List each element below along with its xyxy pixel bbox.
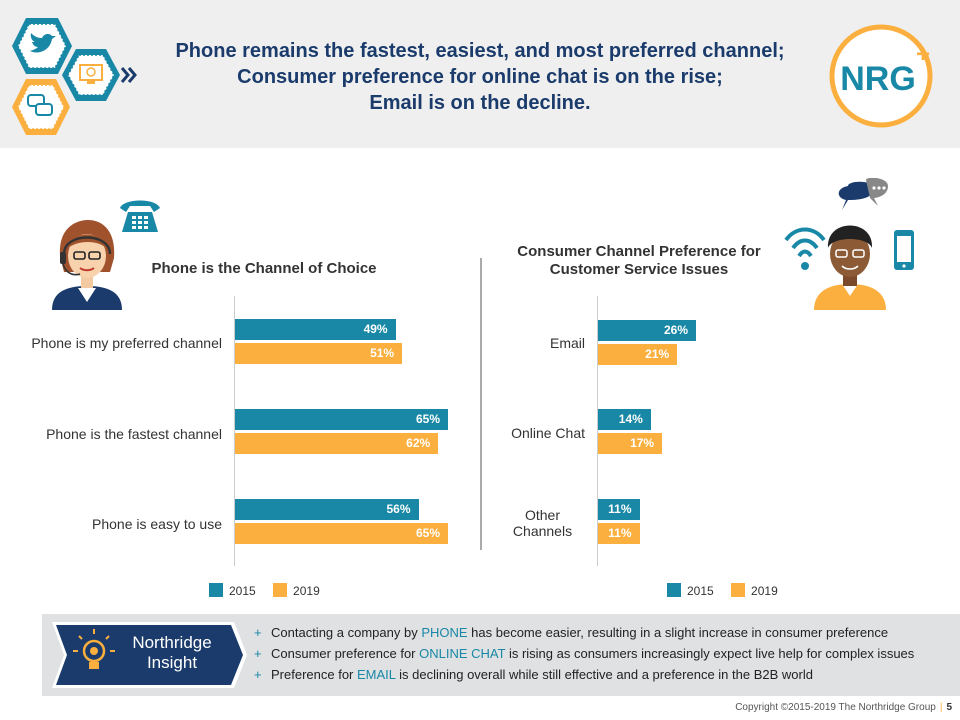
logo-text: NRG [840,60,916,98]
chart-1-bar-2019: 65% [235,523,448,544]
footer-separator: | [939,702,943,713]
logo-plus: + [916,41,930,68]
chart-1-bar-2015: 65% [235,409,448,430]
chart-2-category-label-line: Email [549,335,585,351]
plus-icon: + [254,625,262,640]
legend-item-2019: 2019 [273,583,320,598]
insight-item: + Preference for EMAIL is declining overa… [254,664,954,685]
social-channels-graphic [12,18,137,135]
chart-2-bar-2019: 11% [598,523,640,544]
chart-divider [480,258,482,550]
wifi-icon [784,227,826,270]
nrg-logo: NRG + [829,24,933,128]
double-chevron-right-icon [120,67,137,83]
insight-label-line-1: Northridge [132,633,212,652]
headline: Phone remains the fastest, easiest, and … [150,38,810,116]
chart-2-category-label: Other Channels [480,507,585,539]
chart-2-bar-2015: 14% [598,409,651,430]
woman-headset-avatar [52,220,122,310]
chart-2-axis [597,296,598,566]
legend-swatch-2019 [273,583,288,597]
insight-text: Contacting a company by [271,625,422,640]
insight-highlight: ONLINE CHAT [419,646,506,661]
insight-text: is rising as consumers increasingly expe… [505,646,915,661]
chart-2-category-label: Email [480,335,585,351]
legend-label-2019: 2019 [293,584,320,598]
headline-line-1: Phone remains the fastest, easiest, and … [175,40,785,62]
chart-1-legend: 2015 2019 [209,583,334,598]
insight-highlight: EMAIL [357,667,396,682]
plus-icon: + [254,646,262,661]
chart-1-bar-2015: 49% [235,319,396,340]
chart-2-category-label: Online Chat [480,425,585,441]
insight-label-line-2: Insight [146,653,198,672]
header-band [0,0,960,148]
legend-item-2019: 2019 [731,583,778,598]
chart-1-bar-2019: 62% [235,433,439,454]
insight-list: + Contacting a company by PHONE has becom… [254,622,954,685]
legend-label-2015: 2015 [229,584,256,598]
chart-2-title-line-1: Consumer Channel Preference for [517,243,761,260]
chart-1-title: Phone is the Channel of Choice [151,260,377,277]
chart-1-bar-2015: 56% [235,499,419,520]
chart-2-bar-2019: 17% [598,433,663,454]
legend-swatch-2015 [667,583,681,597]
insight-text: is declining overall while still effecti… [395,667,813,682]
insight-highlight: PHONE [421,625,468,640]
lightbulb-icon [73,629,115,669]
insight-text: has become easier, resulting in a slight… [467,625,889,640]
chart-1-category-label: Phone is easy to use [92,516,222,532]
chart-2-bar-2015: 11% [598,499,640,520]
legend-label-2019: 2019 [751,584,778,598]
chart-2-bar-2019: 21% [598,344,678,365]
smartphone-icon [894,230,914,270]
chart-2-title: Consumer Channel Preference for Customer… [504,243,774,279]
speech-bubbles-icon [838,178,888,210]
chart-1-category-label: Phone is my preferred channel [31,335,222,351]
computer-icon [62,49,120,101]
page-number: 5 [946,702,952,713]
chart-2-title-line-2: Customer Service Issues [549,261,729,278]
legend-swatch-2015 [209,583,223,597]
chart-1-axis [234,296,235,566]
insight-item: + Consumer preference for ONLINE CHAT is … [254,643,954,664]
legend-swatch-2019 [731,583,746,597]
insight-text: Consumer preference for [271,646,420,661]
insight-text: Preference for [271,667,357,682]
chart-2-category-label-line: Other [524,507,560,523]
chart-2-category-label-line: Online Chat [511,425,585,441]
headline-line-2: Consumer preference for online chat is o… [237,66,723,88]
chat-icon [12,79,70,135]
copyright: Copyright ©2015-2019 The Northridge Grou… [735,702,936,713]
legend-label-2015: 2015 [687,584,714,598]
man-devices-illustration [784,178,914,310]
chart-1-category-label: Phone is the fastest channel [46,426,222,442]
headline-line-3: Email is on the decline. [369,92,591,114]
telephone-icon [120,200,160,232]
twitter-icon [12,18,72,74]
insight-item: + Contacting a company by PHONE has becom… [254,622,954,643]
plus-icon: + [254,667,262,682]
legend-item-2015: 2015 [209,583,256,598]
chart-2-legend: 2015 2019 [667,583,792,598]
insight-badge [52,622,247,688]
insight-label: Northridge Insight [108,633,236,673]
chart-2-category-label-line: Channels [512,523,573,539]
chart-2-bar-2015: 26% [598,320,696,341]
chart-1-bar-2019: 51% [235,343,403,364]
legend-item-2015: 2015 [667,583,714,598]
footer: Copyright ©2015-2019 The Northridge Grou… [600,702,952,713]
